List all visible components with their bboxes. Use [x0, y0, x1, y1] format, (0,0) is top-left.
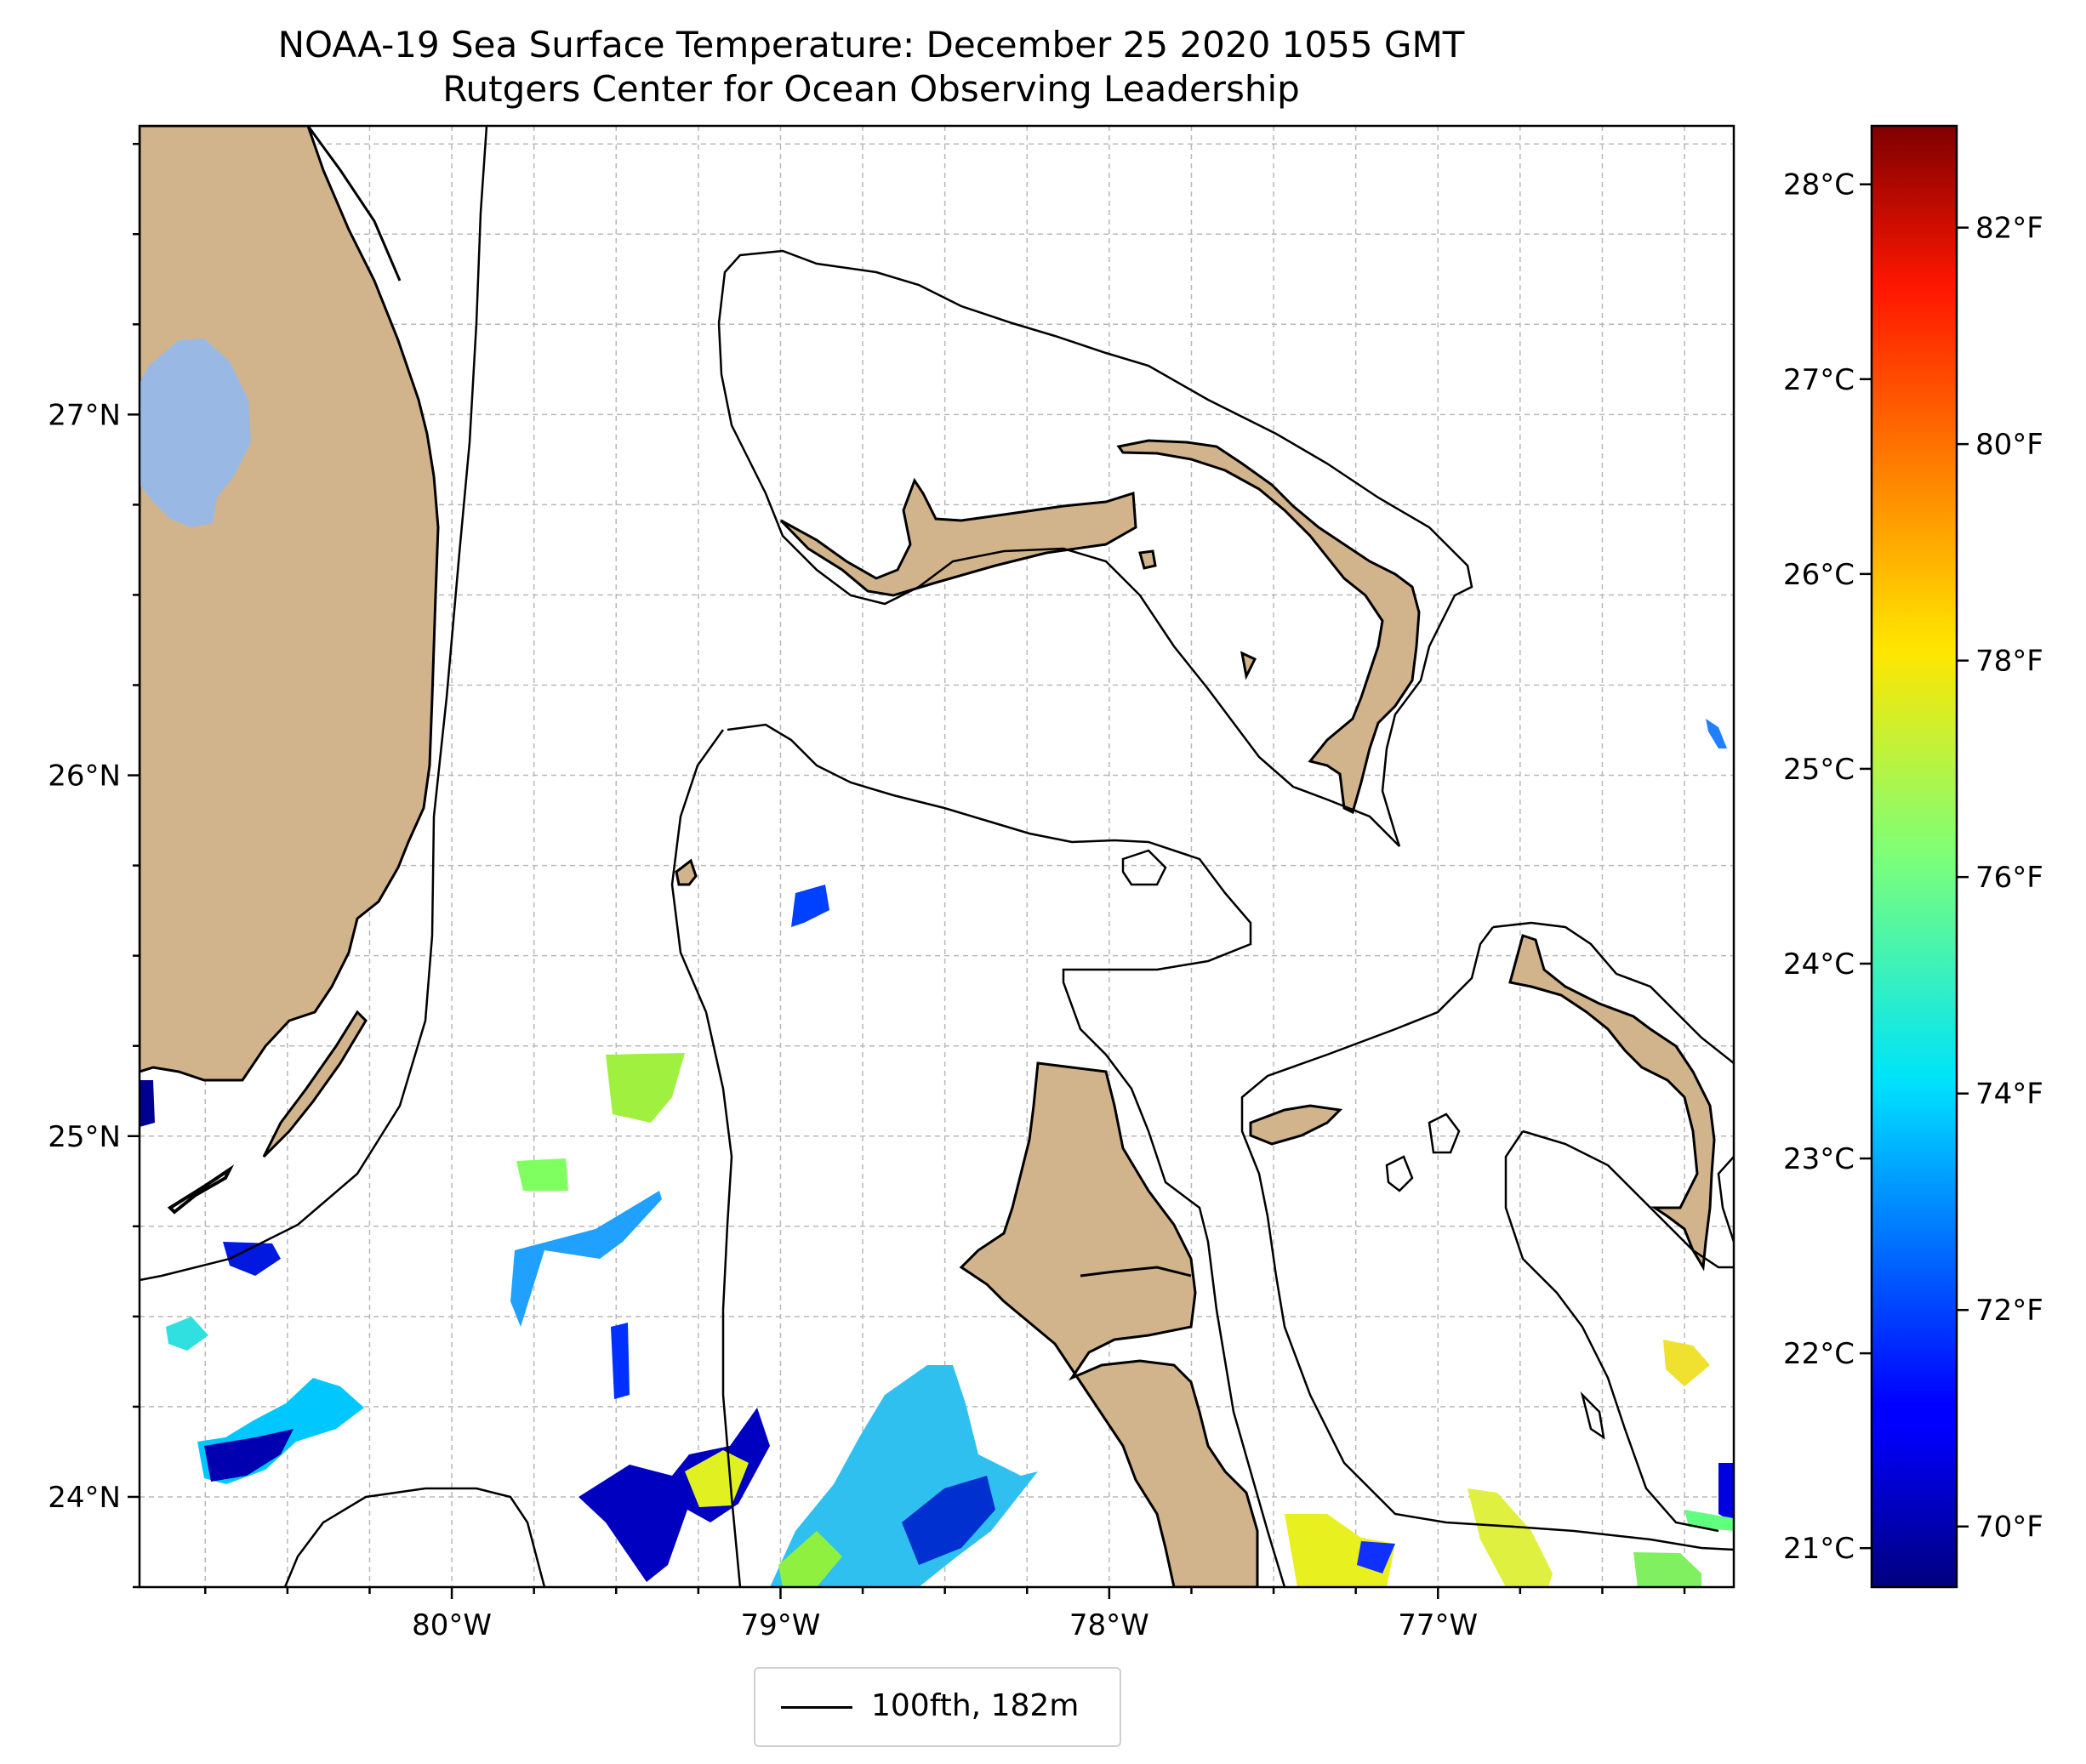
sst-patch-keys — [223, 1242, 281, 1276]
colorbar-celsius-label: 28°C — [1783, 168, 1855, 202]
sst-patch-keys-edge — [140, 1080, 155, 1127]
legend: 100fth, 182m — [754, 1667, 1121, 1747]
sst-patch-green-2 — [516, 1158, 568, 1191]
abaco-land — [1116, 439, 1421, 815]
sst-patch-south-1-yellow — [685, 1450, 749, 1507]
eleuthera-land — [1508, 934, 1716, 1272]
colorbar-celsius-axis: 28°C 27°C 26°C 25°C 24°C 23°C 22°C 21°C — [1783, 168, 1872, 1566]
colorbar-celsius-label: 22°C — [1783, 1337, 1855, 1371]
colorbar-celsius-label: 21°C — [1783, 1532, 1855, 1566]
sst-patch-central — [510, 1191, 662, 1327]
sst-patch-se-5 — [1663, 1340, 1710, 1386]
lon-axis: 80°W 79°W 78°W 77°W — [204, 1587, 1686, 1642]
sst-patch-se-6 — [1718, 1463, 1734, 1522]
map-subtitle: Rutgers Center for Ocean Observing Leade… — [442, 68, 1300, 110]
sst-patch-se-3 — [1468, 1488, 1553, 1587]
andros-inner-line — [1080, 1266, 1192, 1277]
bimini-land — [675, 858, 698, 886]
colorbar-fahrenheit-label: 74°F — [1975, 1078, 2043, 1112]
sst-patch-ne — [1706, 719, 1727, 748]
colorbar-fahrenheit-label: 76°F — [1975, 861, 2043, 895]
sst-patch-big-blue — [902, 1476, 995, 1565]
lat-axis: 27°N 26°N 25°N 24°N — [48, 142, 140, 1589]
colorbar — [1870, 124, 1958, 1589]
colorbar-fahrenheit-label: 82°F — [1975, 212, 2043, 246]
andros-land — [959, 1061, 1259, 1587]
sst-patch-big-green — [778, 1531, 842, 1587]
sst-patch-green-1 — [606, 1053, 685, 1123]
lat-tick-label: 26°N — [48, 760, 121, 794]
sst-data-patches — [140, 719, 1734, 1587]
legend-line-swatch — [781, 1706, 852, 1709]
lon-tick-label: 79°W — [741, 1608, 821, 1642]
berry-islands — [1240, 651, 1257, 680]
colorbar-celsius-label: 24°C — [1783, 947, 1855, 982]
colorbar-fahrenheit-label: 72°F — [1975, 1294, 2043, 1328]
lat-tick-label: 25°N — [48, 1120, 121, 1154]
sst-patch-central-2 — [611, 1323, 630, 1399]
colorbar-celsius-label: 23°C — [1783, 1142, 1855, 1176]
sst-patch-se-1 — [1285, 1514, 1395, 1587]
colorbar-celsius-label: 27°C — [1783, 363, 1855, 397]
florida-keys — [262, 1010, 368, 1158]
isobath-100fth — [140, 126, 1734, 1587]
new-providence-land — [1249, 1104, 1343, 1146]
grand-bahama-land — [779, 477, 1137, 597]
colorbar-fahrenheit-axis: 82°F 80°F 78°F 76°F 74°F 72°F 70°F — [1957, 212, 2043, 1545]
sst-patch-small-2 — [791, 885, 829, 927]
lat-tick-label: 24°N — [48, 1481, 121, 1515]
lat-tick-label: 27°N — [48, 398, 121, 432]
florida-shelf-line — [306, 126, 402, 282]
colorbar-fahrenheit-label: 70°F — [1975, 1511, 2043, 1545]
lon-tick-label: 77°W — [1398, 1608, 1478, 1642]
colorbar-fahrenheit-label: 78°F — [1975, 645, 2043, 679]
florida-keys-2 — [167, 1164, 235, 1215]
sst-patch-west-core — [204, 1429, 294, 1482]
map-title: NOAA-19 Sea Surface Temperature: Decembe… — [277, 24, 1465, 65]
sst-patch-se-2 — [1357, 1541, 1395, 1573]
colorbar-celsius-label: 26°C — [1783, 558, 1855, 592]
sst-patch-small-1 — [166, 1317, 208, 1351]
lon-tick-label: 78°W — [1069, 1608, 1149, 1642]
lake-okeechobee — [140, 339, 251, 527]
colorbar-fahrenheit-label: 80°F — [1975, 428, 2043, 462]
colorbar-celsius-label: 25°C — [1783, 753, 1855, 787]
lon-tick-label: 80°W — [412, 1608, 492, 1642]
plot-border — [138, 124, 1735, 1589]
sst-patch-se-4 — [1633, 1552, 1701, 1587]
small-cay-1 — [1138, 549, 1157, 570]
legend-label: 100fth, 182m — [871, 1688, 1080, 1723]
